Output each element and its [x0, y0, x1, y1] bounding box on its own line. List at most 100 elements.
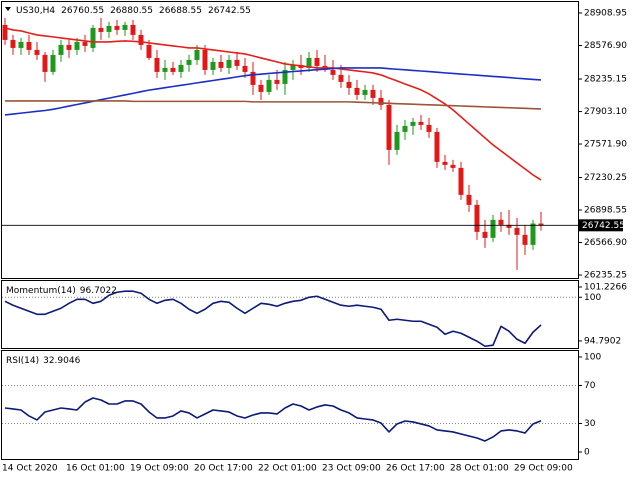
indicator-header: RSI(14) 32.9046 [6, 356, 81, 366]
candle-body [538, 223, 544, 226]
y-tick-label: 0 [584, 447, 590, 457]
y-tick-label: 26898.55 [584, 206, 627, 216]
main-panel-frame [1, 1, 579, 279]
x-tick-label: 29 Oct 09:00 [514, 464, 573, 474]
candle-body [226, 59, 232, 68]
candle-body [282, 69, 288, 84]
candle-body [66, 44, 72, 50]
candle-body [362, 89, 368, 95]
candle-body [210, 61, 216, 70]
candle-body [466, 194, 472, 205]
candle-body [82, 41, 88, 46]
candle-body [402, 125, 408, 132]
candle-body [378, 97, 384, 105]
candle-body [10, 39, 16, 48]
y-tick-label: 70 [584, 381, 596, 391]
candle-body [250, 71, 256, 85]
candle-body [138, 34, 144, 45]
x-tick-label: 20 Oct 17:00 [194, 464, 253, 474]
candle-body [218, 61, 224, 68]
candle-body [522, 234, 528, 245]
indicator-title: Momentum(14) [6, 286, 76, 296]
candle-body [434, 131, 440, 162]
candle-body [242, 65, 248, 72]
x-tick-label: 22 Oct 01:00 [258, 464, 317, 474]
indicator-value: 96.7022 [80, 286, 117, 296]
candle-body [498, 219, 504, 225]
y-tick-label: 27230.25 [584, 173, 627, 183]
candle-body [274, 79, 280, 84]
indicator-title: RSI(14) [6, 356, 39, 366]
candle-body [330, 69, 336, 75]
chart-header: US30,H4 26760.55 26880.55 26688.55 26742.55 [16, 6, 251, 16]
candle-body [442, 161, 448, 165]
bid-price-label: 26742.55 [582, 221, 625, 231]
candle-body [266, 79, 272, 92]
moving-average-line [5, 100, 542, 110]
candle-body [458, 167, 464, 195]
header-open: 26760.55 [61, 6, 104, 16]
symbol-menu-icon [5, 7, 11, 11]
candle-body [58, 44, 64, 55]
candle-body [74, 41, 80, 50]
y-tick-label: 101.2266 [584, 282, 627, 292]
candle-body [106, 25, 112, 32]
candle-body [130, 24, 136, 35]
candle-body [26, 41, 32, 50]
candle-body [146, 44, 152, 58]
candle-body [370, 89, 376, 98]
candle-body [490, 219, 496, 238]
y-tick-label: 27903.10 [584, 107, 627, 117]
candle-body [338, 74, 344, 82]
candle-body [2, 24, 8, 40]
y-tick-label: 28235.15 [584, 75, 627, 85]
candle-body [18, 41, 24, 48]
chart-title: US30,H4 [16, 6, 55, 16]
momentum-panel-frame [1, 280, 579, 349]
candle-body [114, 25, 120, 30]
candle-body [194, 49, 200, 60]
header-low: 26688.55 [159, 6, 202, 16]
candle-body [34, 49, 40, 55]
y-tick-label: 26235.25 [584, 271, 627, 281]
candle-body [90, 27, 96, 48]
indicator-value: 32.9046 [43, 356, 80, 366]
candle-body [162, 67, 168, 72]
candle-body [178, 64, 184, 72]
candle-body [42, 54, 48, 72]
candle-body [426, 124, 432, 132]
candle-body [354, 87, 360, 95]
candle-body [170, 67, 176, 72]
candle-body [418, 121, 424, 125]
candle-body [410, 121, 416, 126]
candle-body [474, 204, 480, 232]
candle-body [314, 57, 320, 66]
candle-body [202, 49, 208, 70]
x-tick-label: 14 Oct 2020 [2, 464, 58, 474]
x-tick-label: 28 Oct 01:00 [450, 464, 509, 474]
candle-body [482, 231, 488, 238]
candle-body [186, 59, 192, 65]
header-high: 26880.55 [110, 6, 153, 16]
x-tick-label: 16 Oct 01:00 [66, 464, 125, 474]
candle-body [50, 54, 56, 72]
candle-body [506, 224, 512, 228]
y-tick-label: 100 [584, 293, 601, 303]
candle-body [514, 227, 520, 235]
candle-body [290, 64, 296, 70]
y-tick-label: 94.7902 [584, 336, 621, 346]
y-tick-label: 28576.90 [584, 41, 627, 51]
candle-body [450, 164, 456, 168]
x-tick-label: 23 Oct 09:00 [322, 464, 381, 474]
indicator-line [4, 290, 542, 348]
rsi-panel-frame [1, 350, 579, 460]
candle-body [346, 81, 352, 88]
header-close: 26742.55 [208, 6, 251, 16]
candle-body [306, 57, 312, 68]
candle-body [394, 131, 400, 150]
candle-body [98, 27, 104, 32]
candle-body [122, 24, 128, 30]
candle-body [154, 57, 160, 72]
bid-price-box [579, 219, 623, 232]
